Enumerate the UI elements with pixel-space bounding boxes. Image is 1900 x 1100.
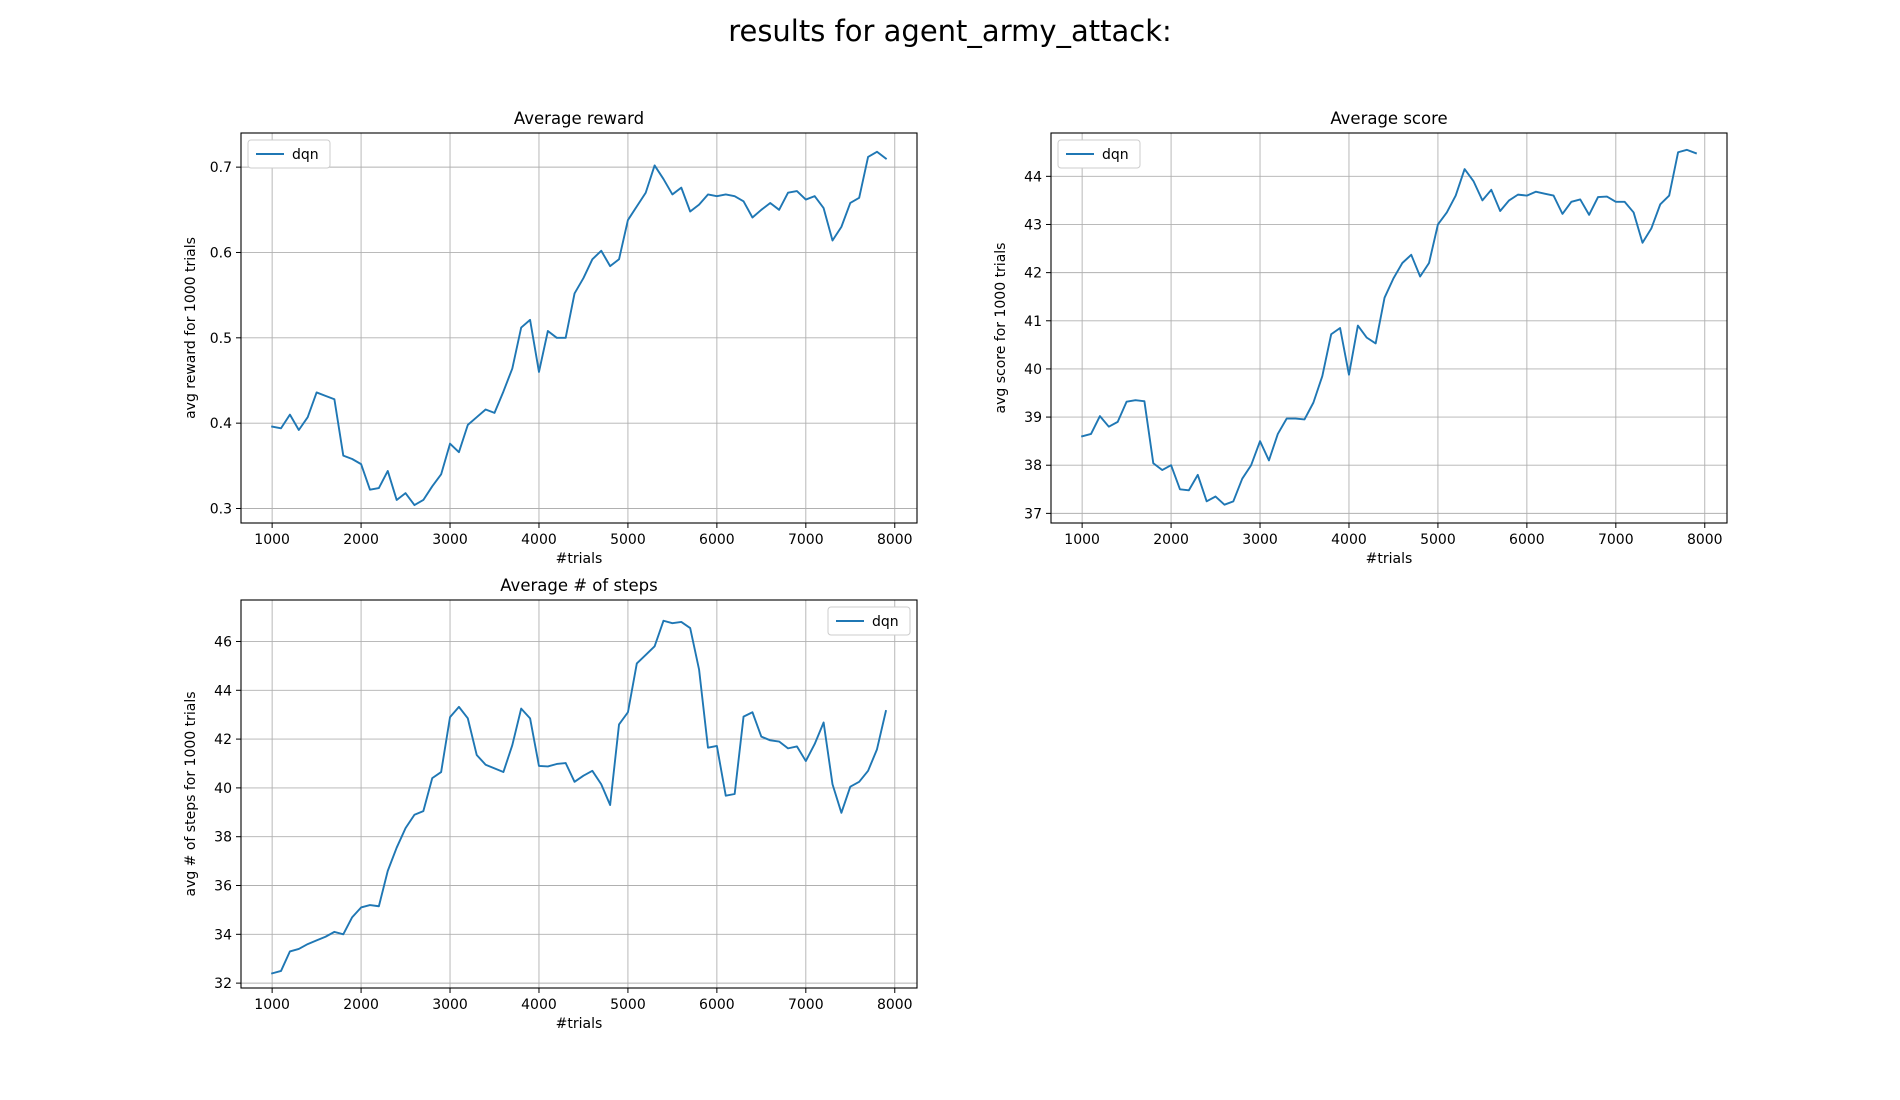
x-tick-label: 6000	[699, 997, 735, 1013]
chart-1: 1000 2000 3000 4000 5000 6000 7000 8000 0.3 0.4 0.…	[183, 109, 918, 567]
y-tick-label: 34	[214, 927, 232, 943]
plot-area	[241, 600, 917, 988]
y-axis-label: avg reward for 1000 trials	[183, 237, 199, 419]
x-tick-label: 8000	[877, 532, 913, 548]
x-axis-label: #trials	[556, 1016, 603, 1032]
x-tick-label: 4000	[1331, 532, 1367, 548]
y-tick-label: 37	[1024, 506, 1042, 522]
y-tick-label: 0.6	[210, 245, 232, 261]
x-tick-label: 6000	[699, 532, 735, 548]
chart-title: Average # of steps	[500, 576, 658, 595]
x-tick-label: 3000	[432, 997, 468, 1013]
x-tick-label: 1000	[1064, 532, 1100, 548]
x-tick-label: 8000	[877, 997, 913, 1013]
plot-area	[241, 133, 917, 523]
x-tick-label: 8000	[1687, 532, 1723, 548]
series-line-dqn	[1080, 148, 1698, 506]
y-tick-label: 38	[214, 830, 232, 846]
legend-box	[247, 139, 331, 169]
x-tick-label: 7000	[788, 532, 824, 548]
x-tick-label: 2000	[1153, 532, 1189, 548]
series-line-dqn	[270, 619, 888, 975]
y-axis-label: avg # of steps for 1000 trials	[183, 691, 199, 896]
x-tick-label: 1000	[254, 532, 290, 548]
y-tick-label: 42	[1024, 266, 1042, 282]
y-tick-label: 0.5	[210, 331, 232, 347]
y-tick-label: 44	[214, 683, 232, 699]
x-tick-label: 3000	[432, 532, 468, 548]
y-tick-label: 0.3	[210, 501, 232, 517]
chart-title: Average reward	[514, 109, 644, 128]
legend-label: dqn	[292, 147, 319, 163]
y-tick-label: 0.4	[210, 416, 232, 432]
legend-box	[827, 606, 911, 636]
y-tick-label: 40	[1024, 362, 1042, 378]
y-tick-label: 39	[1024, 410, 1042, 426]
x-tick-label: 7000	[1598, 532, 1634, 548]
legend: dqn	[1057, 139, 1141, 169]
x-tick-label: 5000	[1420, 532, 1456, 548]
x-tick-label: 6000	[1509, 532, 1545, 548]
y-tick-label: 40	[214, 781, 232, 797]
legend: dqn	[827, 606, 911, 636]
x-tick-label: 4000	[521, 997, 557, 1013]
legend-label: dqn	[872, 614, 899, 630]
chart-3: 1000 2000 3000 4000 5000 6000 7000 8000 32 34 36 38…	[183, 576, 918, 1032]
axes-frame	[240, 599, 918, 989]
x-tick-label: 5000	[610, 997, 646, 1013]
legend-box	[1057, 139, 1141, 169]
y-tick-label: 41	[1024, 314, 1042, 330]
chart-title: Average score	[1330, 109, 1447, 128]
y-tick-label: 44	[1024, 169, 1042, 185]
y-tick-label: 36	[214, 879, 232, 895]
y-axis-label: avg score for 1000 trials	[993, 243, 1009, 414]
y-tick-label: 0.7	[210, 160, 232, 176]
x-tick-label: 2000	[343, 997, 379, 1013]
plot-area	[1051, 133, 1727, 523]
series-line-dqn	[271, 150, 888, 507]
y-tick-label: 46	[214, 634, 232, 650]
chart-2: 1000 2000 3000 4000 5000 6000 7000 8000 37 38 39 40…	[993, 109, 1728, 567]
x-tick-label: 2000	[343, 532, 379, 548]
x-tick-label: 1000	[254, 997, 290, 1013]
axes-frame	[1050, 132, 1728, 524]
y-tick-label: 43	[1024, 217, 1042, 233]
x-tick-label: 4000	[521, 532, 557, 548]
x-axis-label: #trials	[1366, 551, 1413, 567]
x-tick-label: 7000	[788, 997, 824, 1013]
x-tick-label: 3000	[1242, 532, 1278, 548]
axes-frame	[240, 132, 918, 524]
legend: dqn	[247, 139, 331, 169]
y-tick-label: 38	[1024, 458, 1042, 474]
x-axis-label: #trials	[556, 551, 603, 567]
legend-label: dqn	[1102, 147, 1129, 163]
x-tick-label: 5000	[610, 532, 646, 548]
y-tick-label: 32	[214, 976, 232, 992]
figure-title: results for agent_army_attack:	[728, 14, 1172, 48]
y-tick-label: 42	[214, 732, 232, 748]
